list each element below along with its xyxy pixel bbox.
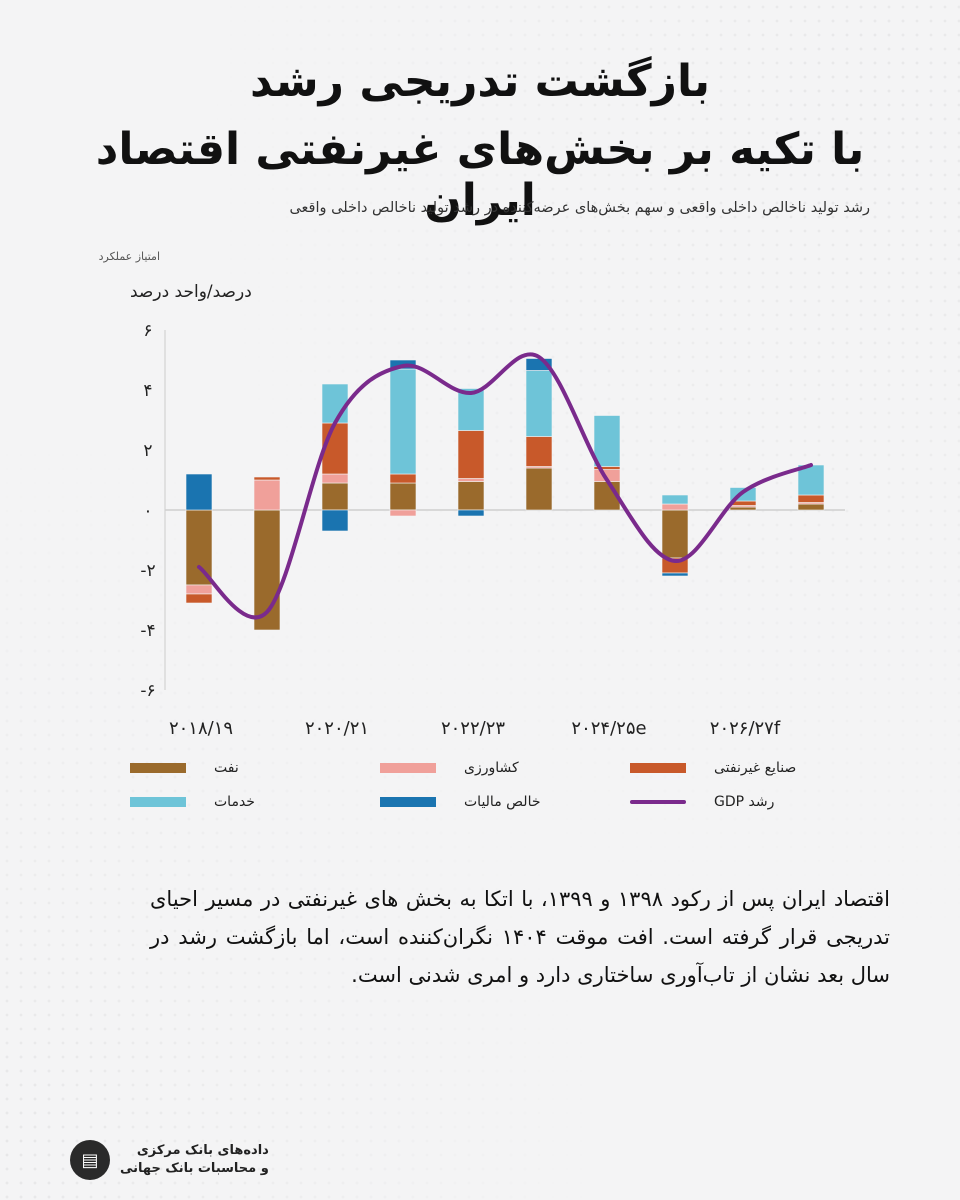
legend-label-gdp: رشد GDP: [714, 794, 775, 810]
bar-segment-net_taxes: [661, 572, 689, 577]
legend-swatch-gdp: [630, 800, 686, 804]
bar-segment-oil: [797, 503, 825, 511]
legend-label-services: خدمات: [214, 794, 255, 810]
bar-segment-services: [389, 368, 417, 475]
bar-segment-nonoil_industry: [321, 422, 349, 475]
source-line-2: و محاسبات بانک جهانی: [120, 1161, 269, 1176]
bar-segment-oil: [457, 481, 485, 511]
bar-segment-oil: [661, 509, 689, 559]
source-footer: داده‌های بانک مرکزی و محاسبات بانک جهانی…: [70, 1135, 290, 1185]
bar-segment-agriculture: [321, 473, 349, 484]
y-tick-label: ۲: [143, 441, 152, 461]
source-line-1: داده‌های بانک مرکزی: [136, 1143, 269, 1158]
legend-label-oil: نفت: [214, 760, 239, 776]
bar-segment-agriculture: [185, 584, 213, 595]
title-line-1: بازگشت تدریجی رشد: [250, 56, 710, 107]
subtitle: رشد تولید ناخالص داخلی واقعی و سهم بخش‌ه…: [289, 200, 870, 216]
bar-segment-oil: [389, 482, 417, 511]
document-icon: ▤: [70, 1140, 110, 1180]
x-tick-label: ۲۰۲۲/۲۳: [441, 718, 505, 739]
bar-segment-net_taxes: [457, 509, 485, 517]
x-tick-label: ۲۰۲۶/۲۷f: [710, 718, 781, 739]
legend-item-oil: نفت: [130, 760, 239, 776]
bar-segment-agriculture: [457, 478, 485, 482]
bar-segment-nonoil_industry: [457, 430, 485, 479]
title-line-2: با تکیه بر بخش‌های غیرنفتی اقتصاد ایران: [95, 124, 865, 226]
bar-segment-net_taxes: [321, 509, 349, 532]
legend-item-services: خدمات: [130, 794, 255, 810]
bar-segment-agriculture: [253, 479, 281, 511]
bar-segment-oil: [525, 467, 553, 511]
bar-segment-nonoil_industry: [185, 593, 213, 604]
legend-label-agriculture: کشاورزی: [464, 760, 519, 776]
bar-segment-services: [525, 370, 553, 437]
x-tick-label: ۲۰۲۴/۲۵e: [571, 718, 646, 739]
y-tick-label: ۴: [143, 381, 152, 401]
y-tick-label: -۲: [140, 561, 155, 581]
bar-segment-services: [321, 383, 349, 424]
legend-swatch-oil: [130, 763, 186, 773]
source-text: داده‌های بانک مرکزی و محاسبات بانک جهانی: [120, 1142, 269, 1178]
y-tick-label: -۴: [140, 621, 155, 641]
legend-swatch-services: [130, 797, 186, 807]
legend-item-gdp: رشد GDP: [630, 794, 774, 810]
x-tick-label: ۲۰۱۸/۱۹: [169, 718, 233, 739]
legend-label-net_taxes: خالص مالیات: [464, 794, 541, 810]
legend-swatch-agriculture: [380, 763, 436, 773]
bar-segment-services: [797, 464, 825, 496]
legend-item-net_taxes: خالص مالیات: [380, 794, 541, 810]
y-tick-label: -۶: [140, 681, 155, 701]
unit-label: درصد/واحد درصد: [130, 282, 252, 302]
legend-item-nonoil_industry: صنایع غیرنفتی: [630, 760, 796, 776]
chart-legend: نفت کشاورزی صنایع غیرنفتی خدمات خالص مالیات ر…: [130, 760, 810, 820]
stacked-bar-chart: ۶ ۴ ۲ ۰ -۲ -۴ -۶ ۲۰۱۸/۱۹ ۲۰۲۰/۲۱ ۲۰۲۲/۲۳ ۲۰۲۴/۲۵e ۲…: [140, 321, 845, 739]
bar-segment-oil: [321, 482, 349, 511]
body-paragraph: اقتصاد ایران پس از رکود ۱۳۹۸ و ۱۳۹۹، با …: [150, 887, 890, 987]
legend-label-nonoil_industry: صنایع غیرنفتی: [714, 760, 797, 776]
bar-segment-nonoil_industry: [389, 473, 417, 484]
bar-segment-agriculture: [661, 503, 689, 511]
legend-swatch-net_taxes: [380, 797, 436, 807]
bar-segment-nonoil_industry: [253, 476, 281, 481]
bar-segment-services: [457, 388, 485, 431]
x-tick-label: ۲۰۲۰/۲۱: [305, 718, 369, 739]
legend-item-agriculture: کشاورزی: [380, 760, 519, 776]
bar-segment-nonoil_industry: [797, 494, 825, 503]
bar-segment-oil: [729, 506, 757, 511]
y-tick-label: ۶: [143, 321, 152, 341]
y-tick-label: ۰: [143, 501, 152, 521]
score-label: امتیاز عملکرد: [98, 250, 160, 263]
bar-segment-nonoil_industry: [525, 436, 553, 467]
gdp-growth-line: [197, 352, 813, 620]
bar-segment-agriculture: [389, 509, 417, 517]
legend-swatch-nonoil_industry: [630, 763, 686, 773]
bar-segment-services: [593, 415, 621, 467]
bar-segment-net_taxes: [185, 473, 213, 511]
bar-segment-services: [661, 494, 689, 505]
